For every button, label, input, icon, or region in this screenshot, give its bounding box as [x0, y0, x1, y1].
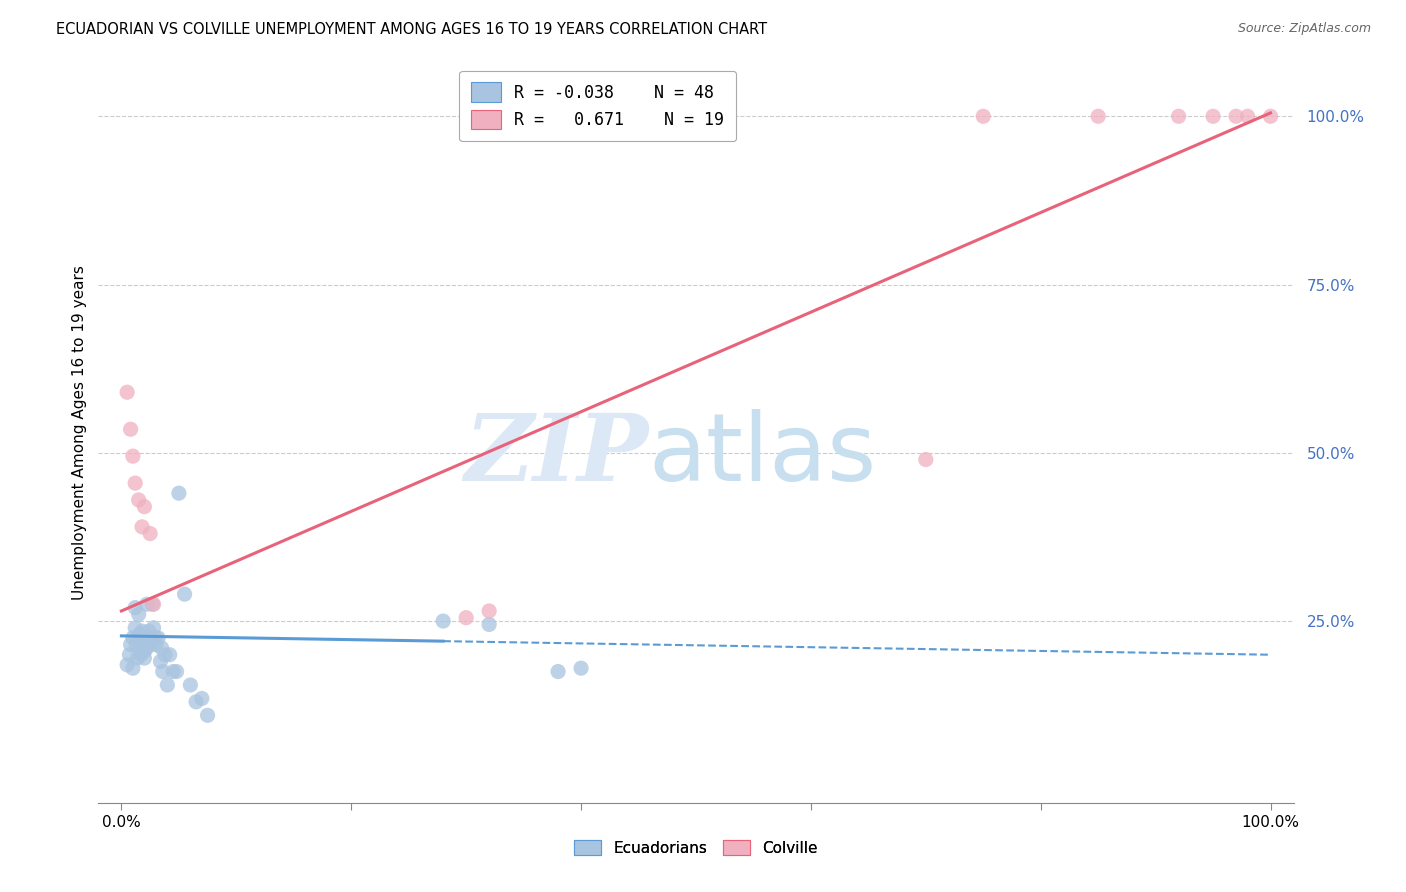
Text: Source: ZipAtlas.com: Source: ZipAtlas.com [1237, 22, 1371, 36]
Point [138, 624, 160, 639]
Point [136, 634, 159, 648]
Point [128, 634, 150, 648]
Point [141, 631, 163, 645]
Point [124, 621, 146, 635]
Point [131, 520, 153, 534]
Point [115, 385, 138, 400]
Point [125, 638, 148, 652]
Point [128, 627, 150, 641]
Point [135, 597, 157, 611]
Point [142, 597, 165, 611]
Point [153, 648, 176, 662]
Point [118, 648, 141, 662]
Point [122, 661, 145, 675]
Y-axis label: Unemployment Among Ages 16 to 19 years: Unemployment Among Ages 16 to 19 years [72, 265, 87, 600]
Point [197, 708, 219, 723]
Point [1087, 109, 1109, 123]
Point [148, 631, 170, 645]
Point [184, 695, 207, 709]
Point [139, 638, 162, 652]
Point [120, 422, 142, 436]
Point [131, 624, 153, 639]
Point [1202, 109, 1225, 123]
Point [547, 665, 569, 679]
Point [135, 640, 157, 655]
Point [135, 631, 157, 645]
Point [145, 638, 167, 652]
Point [1236, 109, 1258, 123]
Point [166, 665, 188, 679]
Point [129, 648, 152, 662]
Text: ZIP: ZIP [464, 409, 648, 500]
Point [122, 449, 145, 463]
Text: atlas: atlas [648, 409, 876, 500]
Point [456, 611, 478, 625]
Point [128, 607, 150, 622]
Point [1260, 109, 1282, 123]
Point [115, 657, 138, 672]
Point [120, 638, 142, 652]
Point [191, 691, 214, 706]
Point [167, 486, 190, 500]
Point [145, 631, 167, 645]
Point [173, 587, 195, 601]
Point [141, 597, 163, 611]
Point [914, 452, 936, 467]
Point [134, 644, 156, 658]
Point [142, 621, 165, 635]
Point [156, 678, 179, 692]
Point [149, 655, 172, 669]
Point [134, 500, 156, 514]
Text: ECUADORIAN VS COLVILLE UNEMPLOYMENT AMONG AGES 16 TO 19 YEARS CORRELATION CHART: ECUADORIAN VS COLVILLE UNEMPLOYMENT AMON… [56, 22, 768, 37]
Point [1167, 109, 1189, 123]
Point [134, 651, 156, 665]
Point [128, 492, 150, 507]
Point [139, 526, 162, 541]
Point [162, 665, 184, 679]
Point [179, 678, 201, 692]
Point [1225, 109, 1247, 123]
Point [122, 631, 145, 645]
Point [132, 631, 155, 645]
Point [124, 600, 146, 615]
Point [127, 651, 149, 665]
Point [124, 476, 146, 491]
Legend: Ecuadorians, Colville: Ecuadorians, Colville [568, 834, 824, 862]
Point [478, 617, 501, 632]
Point [131, 638, 153, 652]
Point [150, 640, 173, 655]
Point [478, 604, 501, 618]
Point [152, 665, 174, 679]
Point [432, 614, 454, 628]
Point [159, 648, 181, 662]
Point [972, 109, 994, 123]
Point [569, 661, 592, 675]
